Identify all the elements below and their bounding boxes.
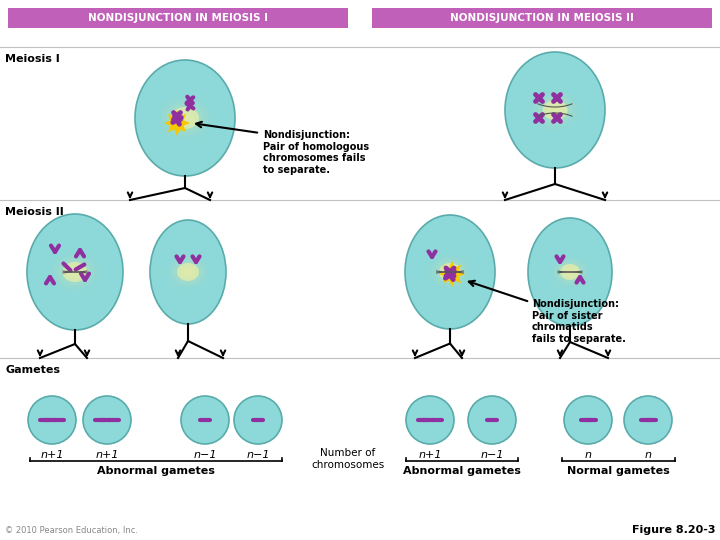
Ellipse shape bbox=[560, 264, 580, 280]
Ellipse shape bbox=[184, 269, 192, 275]
Ellipse shape bbox=[564, 396, 612, 444]
Text: Abnormal gametes: Abnormal gametes bbox=[403, 466, 521, 476]
Ellipse shape bbox=[177, 263, 199, 281]
Ellipse shape bbox=[439, 263, 461, 281]
Ellipse shape bbox=[28, 396, 76, 444]
Text: NONDISJUNCTION IN MEIOSIS II: NONDISJUNCTION IN MEIOSIS II bbox=[450, 13, 634, 23]
Text: n+1: n+1 bbox=[418, 450, 442, 460]
Text: Nondisjunction:
Pair of homologous
chromosomes fails
to separate.: Nondisjunction: Pair of homologous chrom… bbox=[263, 130, 369, 175]
Ellipse shape bbox=[446, 269, 454, 275]
Ellipse shape bbox=[176, 111, 194, 125]
Ellipse shape bbox=[181, 266, 195, 278]
Text: Nondisjunction:
Pair of sister
chromatids
fails to separate.: Nondisjunction: Pair of sister chromatid… bbox=[532, 299, 626, 344]
Text: Number of
chromosomes: Number of chromosomes bbox=[311, 448, 384, 470]
Text: © 2010 Pearson Education, Inc.: © 2010 Pearson Education, Inc. bbox=[5, 526, 138, 535]
Ellipse shape bbox=[63, 262, 88, 282]
Text: n+1: n+1 bbox=[40, 450, 64, 460]
Ellipse shape bbox=[439, 263, 461, 281]
Ellipse shape bbox=[624, 396, 672, 444]
Ellipse shape bbox=[436, 260, 464, 284]
Text: n−1: n−1 bbox=[480, 450, 504, 460]
Ellipse shape bbox=[171, 107, 199, 129]
Text: Normal gametes: Normal gametes bbox=[567, 466, 670, 476]
Text: NONDISJUNCTION IN MEIOSIS I: NONDISJUNCTION IN MEIOSIS I bbox=[88, 13, 268, 23]
Text: n: n bbox=[585, 450, 592, 460]
Ellipse shape bbox=[162, 100, 208, 136]
Ellipse shape bbox=[505, 52, 605, 168]
Ellipse shape bbox=[567, 269, 573, 275]
Ellipse shape bbox=[534, 93, 576, 127]
Ellipse shape bbox=[171, 107, 199, 129]
Ellipse shape bbox=[174, 260, 202, 284]
Ellipse shape bbox=[234, 396, 282, 444]
Ellipse shape bbox=[405, 215, 495, 329]
Ellipse shape bbox=[27, 214, 123, 330]
Ellipse shape bbox=[166, 103, 204, 133]
Ellipse shape bbox=[177, 263, 199, 281]
Ellipse shape bbox=[539, 97, 572, 123]
Ellipse shape bbox=[83, 396, 131, 444]
Ellipse shape bbox=[150, 220, 226, 324]
Ellipse shape bbox=[542, 100, 567, 120]
Ellipse shape bbox=[181, 396, 229, 444]
Ellipse shape bbox=[557, 261, 583, 282]
Ellipse shape bbox=[135, 60, 235, 176]
Ellipse shape bbox=[443, 266, 457, 278]
Polygon shape bbox=[164, 110, 190, 136]
Ellipse shape bbox=[71, 269, 79, 275]
Text: Figure 8.20-3: Figure 8.20-3 bbox=[631, 525, 715, 535]
Ellipse shape bbox=[406, 396, 454, 444]
Ellipse shape bbox=[546, 103, 563, 117]
Ellipse shape bbox=[63, 262, 88, 282]
Ellipse shape bbox=[560, 264, 580, 280]
Ellipse shape bbox=[554, 259, 587, 285]
Ellipse shape bbox=[563, 267, 577, 278]
Text: Meiosis I: Meiosis I bbox=[5, 54, 60, 64]
Bar bbox=[372, 8, 712, 28]
Polygon shape bbox=[439, 261, 465, 287]
Text: Gametes: Gametes bbox=[5, 365, 60, 375]
Text: n+1: n+1 bbox=[95, 450, 119, 460]
Text: n−1: n−1 bbox=[193, 450, 217, 460]
Ellipse shape bbox=[542, 100, 567, 120]
Ellipse shape bbox=[54, 255, 96, 289]
Text: n−1: n−1 bbox=[246, 450, 270, 460]
Ellipse shape bbox=[58, 259, 91, 285]
Text: Meiosis II: Meiosis II bbox=[5, 207, 64, 217]
Text: Abnormal gametes: Abnormal gametes bbox=[97, 466, 215, 476]
Ellipse shape bbox=[432, 257, 468, 287]
Text: n: n bbox=[644, 450, 652, 460]
Ellipse shape bbox=[468, 396, 516, 444]
Ellipse shape bbox=[528, 218, 612, 326]
Ellipse shape bbox=[67, 265, 84, 279]
Ellipse shape bbox=[180, 114, 189, 122]
Ellipse shape bbox=[170, 257, 207, 287]
Ellipse shape bbox=[551, 107, 559, 113]
Bar bbox=[8, 8, 348, 28]
